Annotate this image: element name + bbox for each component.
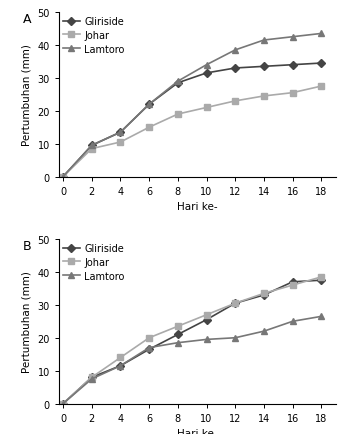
Gliriside [291,279,295,285]
Lamtoro [262,329,266,334]
Lamtoro [233,48,237,53]
Lamtoro [176,340,180,345]
Lamtoro [262,38,266,43]
Johar [319,275,324,280]
Gliriside [90,375,94,380]
Gliriside [204,317,209,322]
Line: Lamtoro: Lamtoro [60,32,324,180]
Lamtoro [291,319,295,324]
Johar [291,283,295,288]
Lamtoro [118,363,122,368]
Text: A: A [23,13,31,26]
Johar [147,335,151,341]
Gliriside [147,102,151,108]
Legend: Gliriside, Johar, Lamtoro: Gliriside, Johar, Lamtoro [62,243,126,282]
Lamtoro [147,102,151,108]
Johar [204,105,209,111]
Lamtoro [118,130,122,135]
Line: Johar: Johar [60,84,324,180]
Y-axis label: Pertumbuhan (mm): Pertumbuhan (mm) [22,44,32,146]
Line: Lamtoro: Lamtoro [60,314,324,406]
Johar [233,99,237,104]
Line: Gliriside: Gliriside [60,61,324,180]
Legend: Gliriside, Johar, Lamtoro: Gliriside, Johar, Lamtoro [62,16,126,56]
Line: Johar: Johar [60,274,324,406]
Gliriside [233,66,237,72]
Gliriside [147,347,151,352]
Johar [90,147,94,152]
Johar [176,324,180,329]
Gliriside [262,293,266,298]
Gliriside [118,363,122,368]
Johar [319,84,324,89]
Gliriside [118,130,122,135]
Lamtoro [147,345,151,350]
X-axis label: Hari ke-: Hari ke- [177,428,218,434]
Lamtoro [61,401,65,406]
Gliriside [176,332,180,337]
Gliriside [262,65,266,70]
Johar [262,291,266,296]
Johar [204,312,209,318]
Lamtoro [204,63,209,68]
Lamtoro [90,143,94,148]
Gliriside [291,63,295,68]
Gliriside [319,278,324,283]
Gliriside [176,81,180,86]
X-axis label: Hari ke-: Hari ke- [177,202,218,212]
Y-axis label: Pertumbuhan (mm): Pertumbuhan (mm) [22,271,32,372]
Gliriside [61,401,65,406]
Gliriside [61,174,65,180]
Gliriside [319,61,324,66]
Lamtoro [233,335,237,341]
Text: B: B [23,240,31,253]
Johar [90,375,94,380]
Lamtoro [176,79,180,85]
Johar [118,140,122,145]
Lamtoro [61,174,65,180]
Johar [233,301,237,306]
Johar [176,112,180,117]
Lamtoro [90,376,94,381]
Johar [61,401,65,406]
Gliriside [90,143,94,148]
Lamtoro [319,314,324,319]
Gliriside [204,71,209,76]
Johar [147,125,151,131]
Johar [291,91,295,96]
Line: Gliriside: Gliriside [60,278,324,406]
Johar [61,174,65,180]
Lamtoro [291,35,295,40]
Lamtoro [204,337,209,342]
Johar [262,94,266,99]
Johar [118,355,122,360]
Lamtoro [319,32,324,37]
Gliriside [233,301,237,306]
